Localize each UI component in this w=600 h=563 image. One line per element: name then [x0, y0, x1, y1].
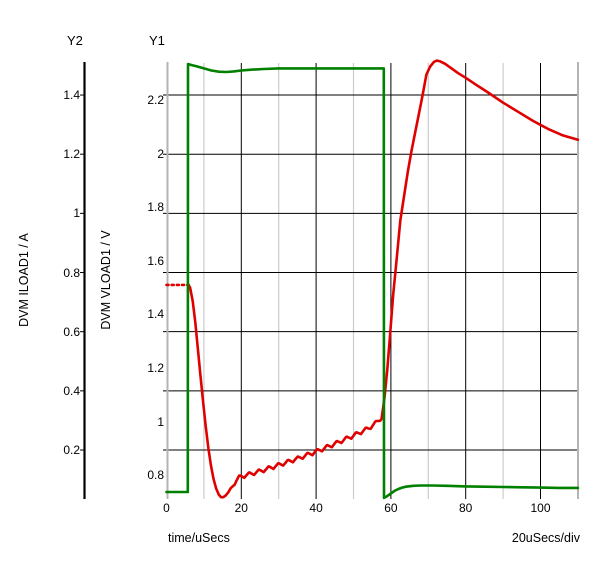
x-tick-label: 20 — [234, 501, 248, 515]
y2-tick-label: 0.4 — [63, 383, 80, 398]
x-tick-label: 0 — [163, 501, 170, 515]
x-tick-label: 60 — [384, 501, 398, 515]
x-tick-label: 40 — [309, 501, 323, 515]
y2-tick-label: 1.4 — [63, 88, 80, 103]
x-axis-scale-note: 20uSecs/div — [511, 531, 580, 545]
y2-tick-label: 1 — [73, 206, 80, 221]
dvm-vload1-trace — [187, 59, 580, 499]
y1-tick-label: 1.4 — [147, 307, 164, 322]
x-tick-label: 80 — [459, 501, 473, 515]
y2-tick-label: 0.2 — [63, 443, 80, 457]
dvm-iload1-trace — [165, 62, 580, 500]
y2-tick-label: 0.8 — [63, 265, 80, 280]
y1-tick-label: 1.8 — [147, 200, 164, 215]
y1-tick-label: 2.2 — [147, 93, 164, 107]
y2-tick-label: 0.6 — [63, 324, 80, 339]
y2-axis-title: Y2 — [67, 33, 83, 48]
x-axis-label: time/uSecs — [168, 531, 230, 545]
y1-tick-label: 1 — [157, 414, 164, 429]
x-tick-label: 100 — [530, 501, 551, 515]
y2-tick-label: 1.2 — [63, 147, 80, 162]
y1-tick-label: 1.6 — [147, 253, 164, 268]
y1-tick-label: 1.2 — [147, 361, 164, 375]
y1-tick-label: 0.8 — [147, 468, 164, 483]
y1-axis-title: Y1 — [149, 33, 165, 48]
y1-tick-label: 2 — [157, 146, 164, 161]
